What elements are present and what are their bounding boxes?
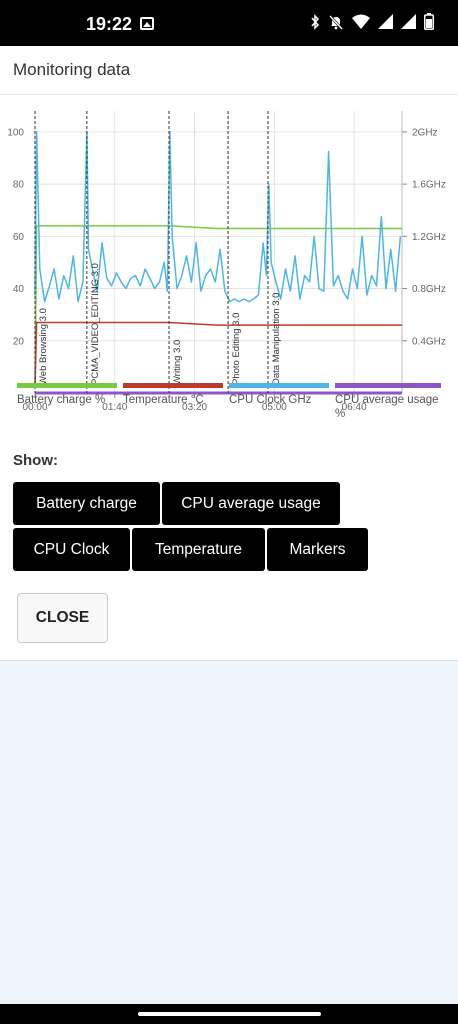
battery-icon	[424, 13, 434, 30]
status-icons	[310, 13, 434, 30]
status-time: 19:22	[86, 14, 133, 34]
y-left-tick-label: 40	[13, 284, 25, 295]
legend-cpu-avg-label: CPU average usage %	[335, 394, 439, 420]
marker-label: Photo Editing 3.0	[231, 313, 242, 385]
signal-icon	[378, 14, 393, 29]
cpu-average-usage-button[interactable]: CPU average usage	[162, 482, 340, 525]
x-tick-label: 03:20	[182, 402, 207, 413]
cpu-clock-button[interactable]: CPU Clock	[13, 528, 130, 571]
x-tick-label: 01:40	[102, 402, 127, 413]
battery-charge-line	[34, 225, 402, 388]
chart-legend: Battery charge % Temperature °C CPU Cloc…	[0, 383, 458, 433]
legend-cpu-clock-label: CPU Clock GHz	[229, 394, 312, 406]
legend-cpu-clock-swatch	[229, 383, 329, 388]
wifi-icon	[352, 14, 370, 29]
bluetooth-icon	[311, 13, 320, 30]
y-right-tick-label: 1.6GHz	[412, 180, 446, 191]
y-left-tick-label: 80	[13, 180, 25, 191]
navigation-bar	[0, 1004, 458, 1024]
close-button[interactable]: CLOSE	[17, 593, 108, 643]
monitoring-dialog: Monitoring data 100 80 60 40 20 2GHz 1.6GHz 1.2…	[0, 46, 458, 661]
mute-icon	[329, 14, 343, 30]
image-icon	[140, 17, 154, 30]
chart-svg: 100 80 60 40 20 2GHz 1.6GHz 1.2GHz 0.8GHz 0.4GHz 0…	[7, 111, 446, 413]
y-left-tick-label: 60	[13, 232, 25, 243]
legend-temperature-label: Temperature °C	[123, 394, 204, 406]
battery-charge-button[interactable]: Battery charge	[13, 482, 160, 525]
legend-temperature-swatch	[123, 383, 223, 388]
x-tick-label: 00:00	[22, 402, 47, 413]
legend-battery-label: Battery charge %	[17, 394, 106, 406]
temperature-button[interactable]: Temperature	[132, 528, 265, 571]
title-divider	[0, 94, 458, 95]
status-bar: 19:22	[0, 0, 458, 46]
dialog-title: Monitoring data	[13, 60, 131, 79]
y-right-tick-label: 2GHz	[412, 127, 438, 138]
markers-button[interactable]: Markers	[267, 528, 368, 571]
x-tick-label: 05:00	[262, 402, 287, 413]
marker-label: Data Manipulation 3.0	[271, 293, 282, 385]
monitoring-chart: 100 80 60 40 20 2GHz 1.6GHz 1.2GHz 0.8GHz 0.4GHz 0…	[0, 102, 458, 422]
cpu-clock-line	[34, 131, 402, 303]
signal-icon	[401, 14, 416, 29]
y-right-tick-label: 0.4GHz	[412, 336, 446, 347]
x-tick-label: 06:40	[342, 402, 367, 413]
home-indicator[interactable]	[138, 1012, 321, 1016]
y-left-tick-label: 20	[13, 336, 25, 347]
marker-label: PCMA_VIDEO_EDITING 3.0	[90, 263, 101, 385]
marker-label: Web Browsing 3.0	[38, 308, 49, 385]
legend-cpu-avg-swatch	[335, 383, 441, 388]
y-left-tick-label: 100	[7, 127, 24, 138]
legend-battery-swatch	[17, 383, 117, 388]
y-right-tick-label: 0.8GHz	[412, 284, 446, 295]
y-right-tick-label: 1.2GHz	[412, 232, 446, 243]
marker-label: Writing 3.0	[172, 340, 183, 385]
show-label: Show:	[13, 452, 58, 469]
